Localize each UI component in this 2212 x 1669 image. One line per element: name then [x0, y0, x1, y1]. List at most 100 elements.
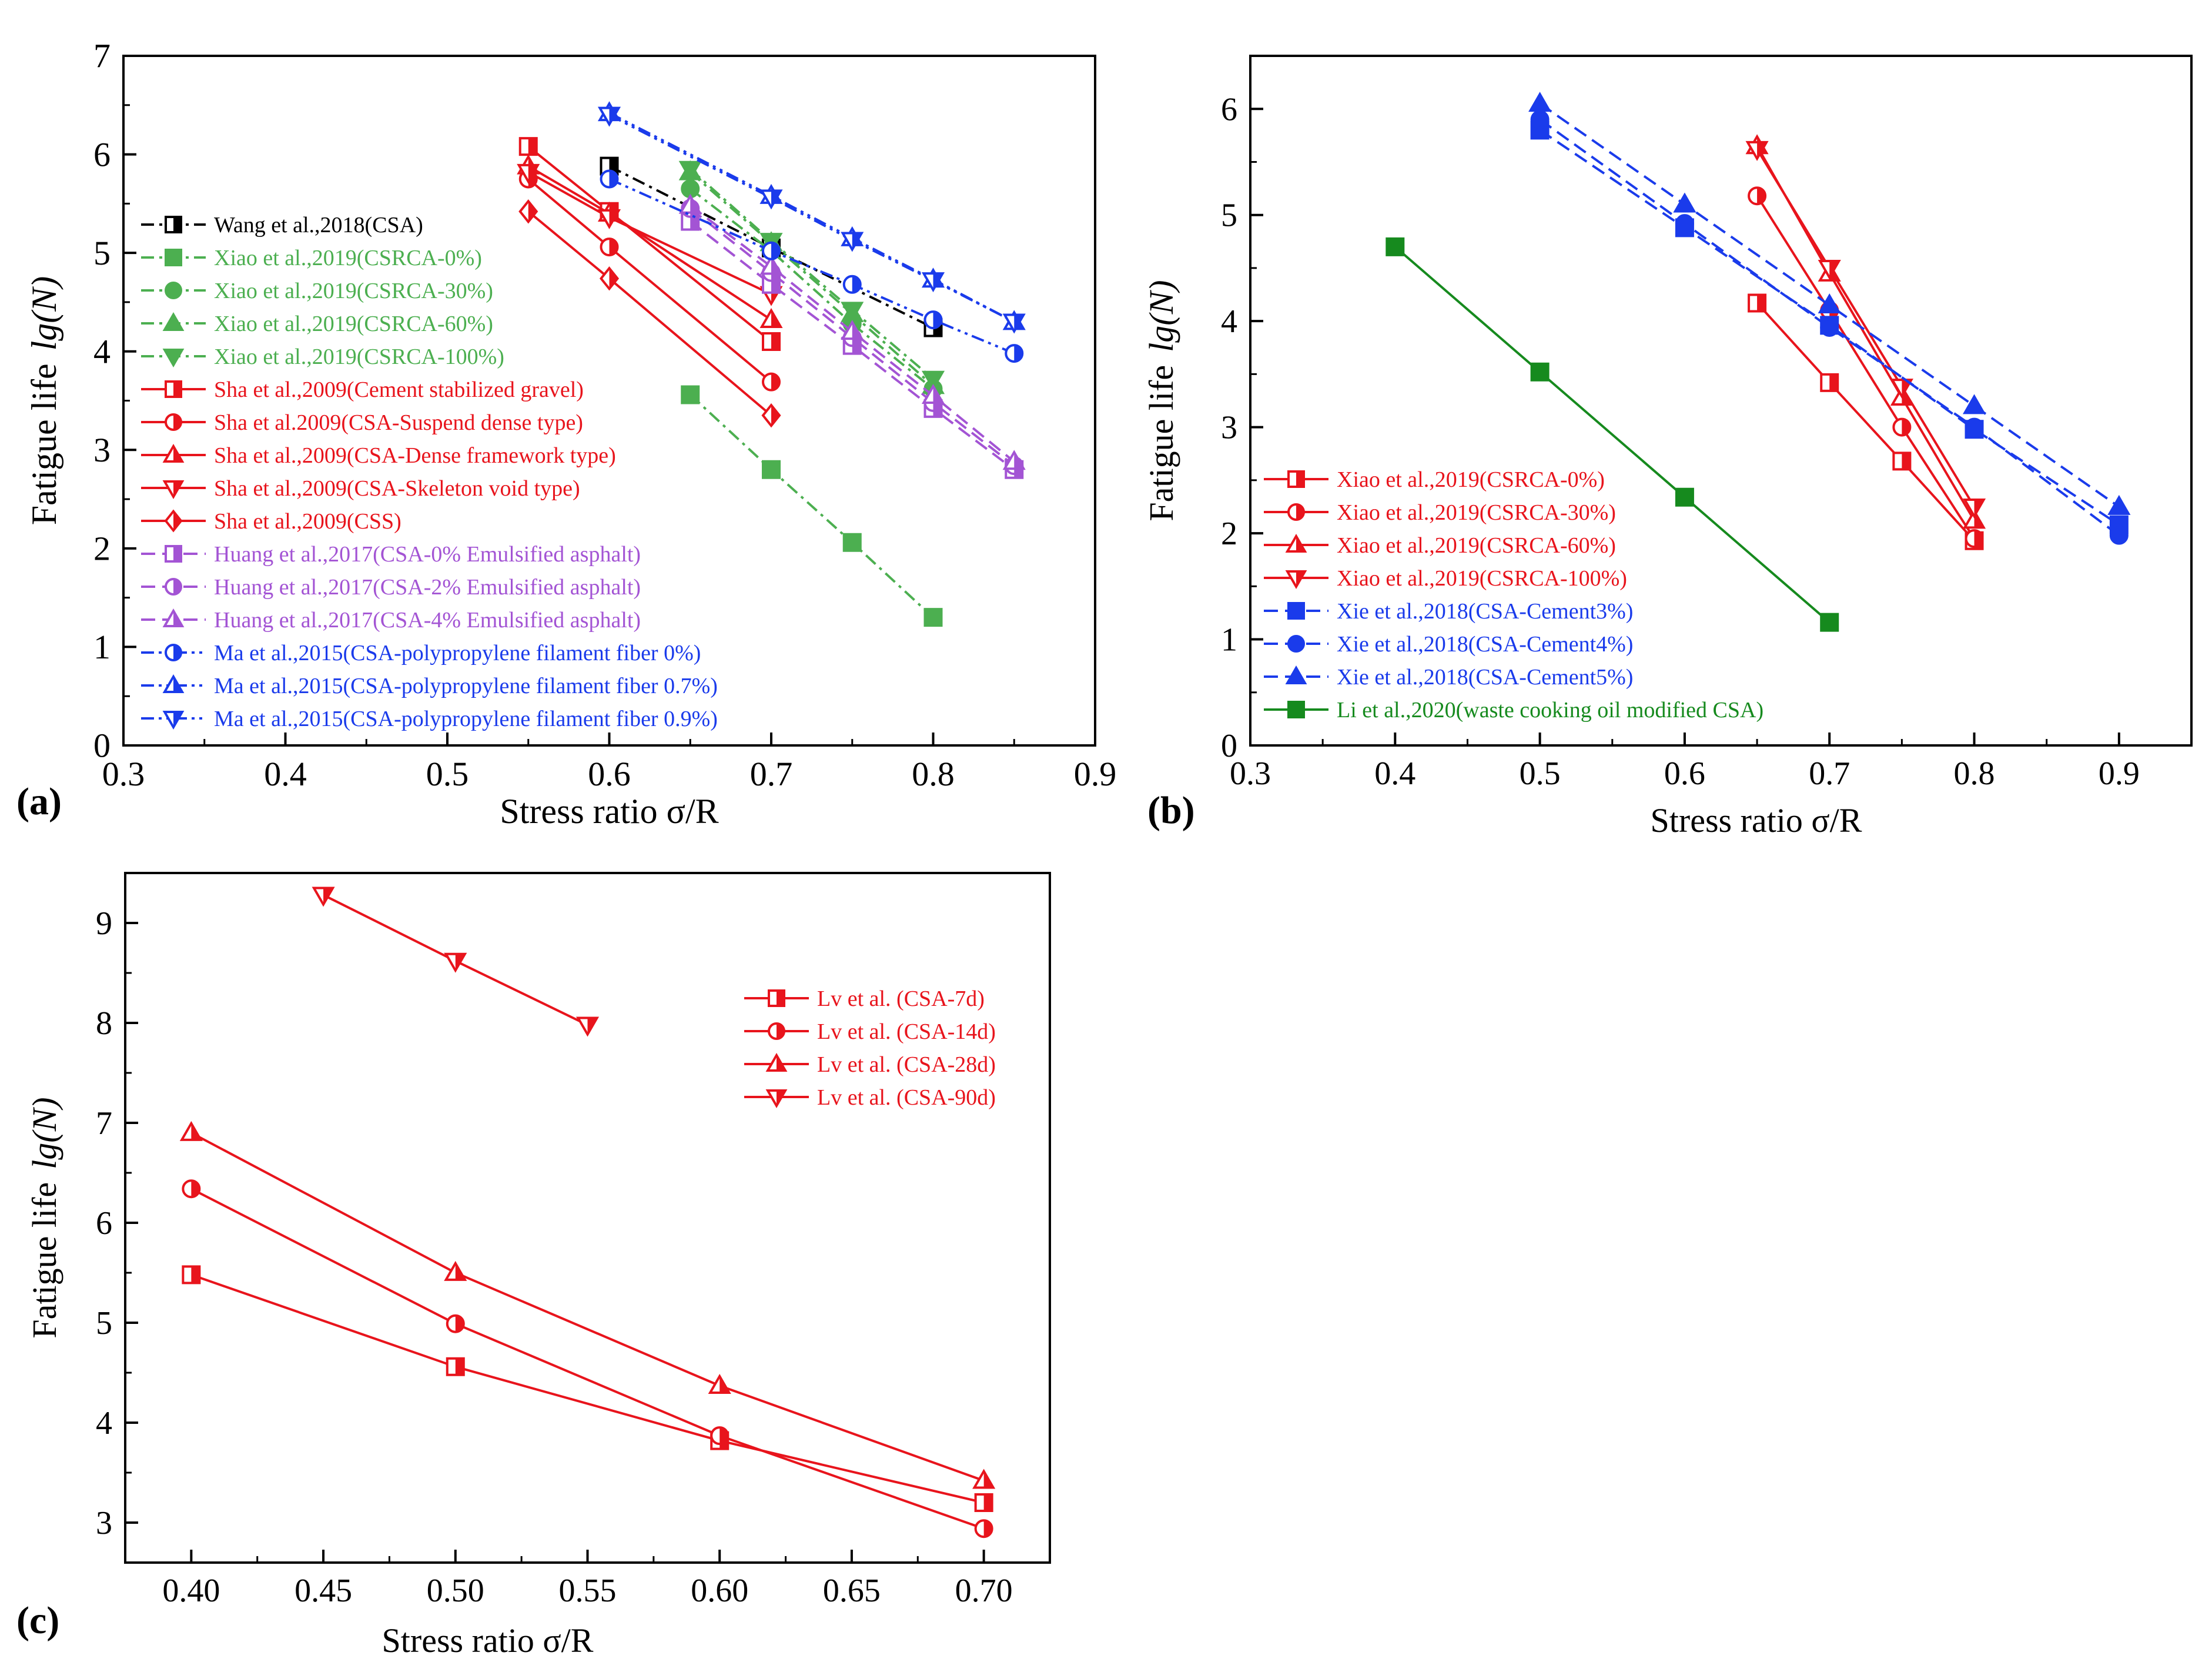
legend-label: Sha et al.,2009(Cement stabilized gravel… [214, 377, 584, 402]
data-point [446, 1314, 465, 1333]
data-point [182, 1179, 201, 1199]
series-2 [681, 179, 943, 399]
legend-label: Xiao et al.,2019(CSRCA-60%) [214, 312, 493, 336]
data-point [974, 1493, 993, 1512]
legend-item: Wang et al.,2018(CSA) [141, 213, 423, 238]
x-tick-label: 0.45 [295, 1573, 352, 1609]
series-line [190, 1273, 985, 1504]
data-point [444, 952, 467, 973]
series-0 [182, 1265, 993, 1512]
data-point [841, 302, 864, 322]
series-line [690, 205, 1015, 463]
series-6 [1528, 92, 2131, 515]
series-line [527, 170, 772, 296]
data-point [759, 189, 783, 210]
data-point [446, 1357, 465, 1376]
legend-marker [165, 380, 182, 398]
legend-item: Xiao et al.,2019(CSRCA-60%) [1264, 533, 1616, 558]
legend-item: Sha et al.,2009(Cement stabilized gravel… [141, 377, 584, 402]
legend-marker [162, 444, 185, 463]
legend-item: Xie et al.,2018(CSA-Cement3%) [1264, 599, 1633, 624]
legend-marker [164, 413, 183, 431]
legend-item: Sha et al.2009(CSA-Suspend dense type) [141, 410, 583, 435]
data-point [842, 275, 862, 294]
y-axis-label: Fatigue life lg(N) [25, 1097, 63, 1338]
legend-marker [162, 348, 185, 367]
data-point [1748, 293, 1767, 313]
data-point [1748, 186, 1767, 206]
legend-item: Lv et al. (CSA-7d) [744, 986, 985, 1011]
legend-item: Sha et al.,2009(CSS) [141, 509, 401, 534]
data-point [921, 384, 945, 404]
data-point [1528, 92, 1552, 112]
data-point [2109, 526, 2129, 545]
x-tick-label: 0.7 [1809, 755, 1850, 792]
data-point [972, 1469, 996, 1489]
x-tick-label: 0.9 [1074, 755, 1117, 793]
x-tick-label: 0.3 [1230, 755, 1271, 792]
x-axis-label: Stress ratio σ/R [1651, 801, 1862, 839]
data-point [681, 179, 700, 199]
legend-item: Huang et al.,2017(CSA-0% Emulsified asph… [141, 542, 641, 567]
legend: Xiao et al.,2019(CSRCA-0%) Xiao et al.,20… [1264, 467, 1763, 723]
data-point [599, 266, 620, 291]
y-tick-label: 7 [93, 37, 111, 75]
data-point [761, 403, 781, 428]
legend-label: Lv et al. (CSA-90d) [817, 1085, 996, 1110]
legend-label: Sha et al.,2009(CSA-Dense framework type… [214, 443, 616, 468]
legend-marker [165, 249, 182, 266]
x-tick-label: 0.55 [559, 1573, 617, 1609]
y-tick-label: 5 [96, 1305, 112, 1342]
data-point [1818, 293, 1841, 313]
legend-marker [164, 282, 183, 299]
series-line [689, 171, 934, 387]
data-point [1820, 373, 1839, 392]
data-point [841, 320, 864, 340]
legend-label: Xiao et al.,2019(CSRCA-30%) [214, 279, 493, 303]
data-point [518, 199, 538, 224]
y-axis-label-prefix: Fatigue life [25, 363, 63, 525]
x-tick-label: 0.5 [1520, 755, 1561, 792]
x-tick-label: 0.6 [1664, 755, 1705, 792]
series-0 [1748, 293, 1984, 550]
legend-marker [162, 480, 185, 499]
data-point [1675, 487, 1694, 507]
legend-label: Xie et al.,2018(CSA-Cement5%) [1337, 665, 1633, 690]
series-3 [678, 160, 945, 394]
data-point [921, 272, 945, 293]
legend-label: Xie et al.,2018(CSA-Cement4%) [1337, 632, 1633, 657]
data-point [921, 370, 945, 391]
series-7 [517, 154, 783, 328]
y-axis-label-math: lg(N) [1142, 280, 1180, 352]
legend-label: Xiao et al.,2019(CSRCA-0%) [1337, 467, 1605, 492]
data-point [1820, 318, 1839, 337]
legend-label: Lv et al. (CSA-14d) [817, 1019, 996, 1044]
legend-label: Xiao et al.,2019(CSRCA-30%) [1337, 500, 1616, 525]
series-5 [1530, 110, 2129, 545]
data-point [923, 608, 943, 627]
y-tick-label: 4 [1221, 303, 1237, 340]
chart-panel-b: 0.3 0.4 0.5 0.6 0.7 0.8 0.9 0 1 2 3 4 5 6 Stress ratio… [1142, 55, 2193, 839]
data-point [759, 255, 783, 275]
series-3 [1745, 141, 1986, 519]
data-point [600, 169, 619, 189]
x-tick-label: 0.50 [427, 1573, 484, 1609]
legend: Wang et al.,2018(CSA) Xiao et al.,2019(CS… [141, 213, 718, 731]
legend-marker [162, 710, 185, 730]
chart-panel-c: 0.40 0.45 0.50 0.55 0.60 0.65 0.70 3 4 5 6 7 8 9 Stres… [16, 872, 1051, 1660]
legend: Lv et al. (CSA-7d) Lv et al. (CSA-14d) Lv … [744, 986, 996, 1110]
x-axis-label: Stress ratio σ/R [382, 1621, 594, 1660]
legend-item: Lv et al. (CSA-28d) [744, 1052, 996, 1077]
legend-item: Huang et al.,2017(CSA-2% Emulsified asph… [141, 575, 641, 600]
legend-item: Lv et al. (CSA-90d) [744, 1085, 996, 1110]
legend-item: Xie et al.,2018(CSA-Cement4%) [1264, 632, 1633, 657]
x-tick-label: 0.40 [162, 1573, 220, 1609]
series-line [690, 208, 1015, 467]
x-tick-label: 0.9 [2099, 755, 2140, 792]
legend-item: Ma et al.,2015(CSA-polypropylene filamen… [141, 707, 718, 731]
data-point [681, 385, 700, 404]
series-line [689, 393, 934, 618]
y-tick-label: 1 [93, 628, 111, 666]
data-point [678, 160, 702, 181]
data-point [1002, 313, 1026, 334]
